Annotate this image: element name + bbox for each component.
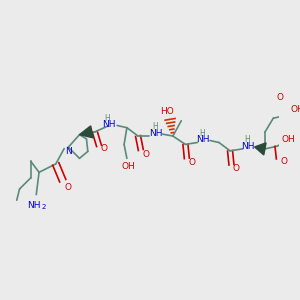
Text: H: H	[104, 114, 110, 123]
Text: NH: NH	[102, 120, 116, 129]
Text: O: O	[65, 183, 72, 192]
Text: 2: 2	[41, 204, 45, 210]
Polygon shape	[255, 143, 266, 155]
Text: NH: NH	[149, 129, 162, 138]
Text: NH: NH	[27, 201, 40, 210]
Text: HO: HO	[160, 107, 174, 116]
Text: H: H	[244, 135, 250, 144]
Text: OH: OH	[290, 105, 300, 114]
Text: N: N	[65, 147, 72, 156]
Text: O: O	[281, 157, 288, 166]
Text: O: O	[233, 164, 240, 173]
Text: NH: NH	[241, 142, 254, 151]
Text: O: O	[189, 158, 196, 167]
Text: H: H	[199, 129, 205, 138]
Text: NH: NH	[196, 135, 210, 144]
Text: OH: OH	[122, 162, 135, 171]
Text: O: O	[143, 150, 150, 159]
Polygon shape	[80, 126, 93, 138]
Text: O: O	[277, 93, 284, 102]
Text: H: H	[152, 122, 158, 131]
Text: O: O	[100, 144, 107, 153]
Text: OH: OH	[282, 136, 296, 145]
